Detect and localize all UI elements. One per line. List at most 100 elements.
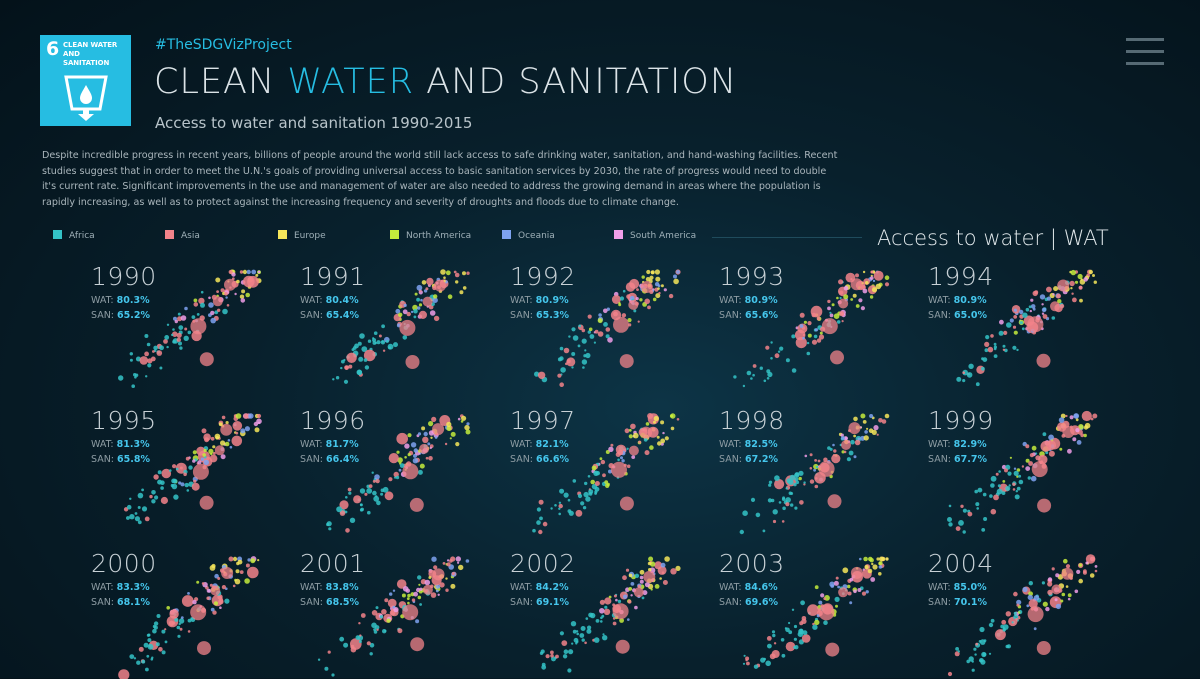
scatter-point <box>1021 465 1025 468</box>
year-panel[interactable]: 1990 WAT: 80.3% SAN: 65.2% <box>91 262 291 392</box>
scatter-point <box>563 649 569 654</box>
hamburger-menu-icon[interactable] <box>1126 38 1164 66</box>
panel-year: 1990 <box>91 262 157 291</box>
stat-value: 67.2% <box>745 454 779 465</box>
scatter-point <box>236 279 240 284</box>
scatter-point <box>433 294 438 299</box>
scatter-point <box>600 620 603 623</box>
legend-item-south-america[interactable]: South America <box>614 230 696 241</box>
legend-item-europe[interactable]: Europe <box>278 230 326 241</box>
stat-label: SAN: <box>928 310 955 321</box>
scatter-point <box>876 557 880 561</box>
year-panel[interactable]: 1993 WAT: 80.9% SAN: 65.6% <box>719 262 919 392</box>
scatter-point <box>615 452 621 457</box>
year-panel[interactable]: 1991 WAT: 80.4% SAN: 65.4% <box>300 262 500 392</box>
year-panel[interactable]: 1997 WAT: 82.1% SAN: 66.6% <box>510 406 710 536</box>
scatter-point <box>232 584 236 588</box>
panel-san-stat: SAN: 69.6% <box>719 597 778 608</box>
scatter-point <box>1051 584 1062 595</box>
scatter-point <box>129 497 132 500</box>
legend-item-oceania[interactable]: Oceania <box>502 230 555 241</box>
scatter-point <box>1047 577 1053 582</box>
legend-item-africa[interactable]: Africa <box>53 230 95 241</box>
scatter-point <box>139 356 149 365</box>
scatter-point <box>190 318 207 335</box>
scatter-point <box>378 334 382 338</box>
scatter-point <box>837 585 840 589</box>
stat-value: 66.6% <box>536 454 570 465</box>
scatter-point <box>622 575 627 581</box>
scatter-point <box>832 443 835 447</box>
scatter-plot <box>947 554 1098 677</box>
scatter-point <box>850 566 863 579</box>
scatter-point <box>873 270 884 281</box>
scatter-point <box>981 528 986 532</box>
scatter-point <box>430 436 433 439</box>
year-panel[interactable]: 2004 WAT: 85.0% SAN: 70.1% <box>928 549 1128 679</box>
scatter-point <box>242 269 248 275</box>
scatter-point <box>1051 316 1056 320</box>
scatter-point <box>204 437 210 443</box>
scatter-point <box>1067 593 1072 598</box>
scatter-point <box>138 646 144 652</box>
scatter-point <box>799 621 804 626</box>
scatter-point <box>771 650 780 658</box>
scatter-point <box>414 292 418 296</box>
scatter-point <box>742 510 748 516</box>
scatter-point <box>455 280 459 284</box>
scatter-point <box>1075 428 1080 433</box>
year-panel[interactable]: 1999 WAT: 82.9% SAN: 67.7% <box>928 406 1128 536</box>
year-panel[interactable]: 2002 WAT: 84.2% SAN: 69.1% <box>510 549 710 679</box>
scatter-point <box>673 274 677 279</box>
year-panel[interactable]: 2000 WAT: 83.3% SAN: 68.1% <box>91 549 291 679</box>
scatter-point <box>957 650 960 653</box>
scatter-point <box>867 568 873 574</box>
stat-value: 80.9% <box>535 295 569 306</box>
year-panel[interactable]: 1992 WAT: 80.9% SAN: 65.3% <box>510 262 710 392</box>
scatter-point <box>150 658 154 661</box>
scatter-point <box>1067 448 1072 454</box>
legend-item-north-america[interactable]: North America <box>390 230 471 241</box>
scatter-point <box>1056 293 1061 299</box>
year-panel[interactable]: 1994 WAT: 80.9% SAN: 65.0% <box>928 262 1128 392</box>
scatter-point <box>597 318 603 324</box>
scatter-point <box>545 654 550 659</box>
year-panel[interactable]: 1996 WAT: 81.7% SAN: 66.4% <box>300 406 500 536</box>
stat-value: 80.4% <box>325 295 359 306</box>
scatter-point <box>595 619 600 623</box>
scatter-point <box>1046 440 1057 451</box>
scatter-point <box>554 504 557 507</box>
scatter-point <box>451 572 455 576</box>
scatter-point <box>752 364 757 368</box>
year-panel[interactable]: 1998 WAT: 82.5% SAN: 67.2% <box>719 406 919 536</box>
scatter-point <box>994 629 1006 641</box>
year-panel[interactable]: 1995 WAT: 81.3% SAN: 65.8% <box>91 406 291 536</box>
panel-wat-stat: WAT: 85.0% <box>928 582 987 593</box>
scatter-point <box>975 502 980 507</box>
scatter-point <box>843 294 849 300</box>
scatter-point <box>1070 269 1076 276</box>
scatter-point <box>841 320 844 323</box>
scatter-point <box>190 604 207 621</box>
year-panel[interactable]: 2001 WAT: 83.8% SAN: 68.5% <box>300 549 500 679</box>
scatter-point <box>444 442 448 446</box>
scatter-point <box>853 455 857 459</box>
scatter-point <box>366 488 373 494</box>
year-panel[interactable]: 2003 WAT: 84.6% SAN: 69.6% <box>719 549 919 679</box>
scatter-point <box>187 618 192 623</box>
scatter-point <box>870 270 874 274</box>
scatter-point <box>1042 601 1048 607</box>
scatter-point <box>634 573 640 578</box>
metric-title[interactable]: Access to water | WAT <box>877 226 1109 250</box>
scatter-point <box>359 488 366 494</box>
legend-item-asia[interactable]: Asia <box>165 230 200 241</box>
scatter-point <box>220 423 233 436</box>
scatter-point <box>212 610 217 615</box>
scatter-point <box>643 570 656 583</box>
scatter-point <box>1072 437 1077 442</box>
stat-value: 83.8% <box>325 582 359 593</box>
scatter-point <box>793 624 798 629</box>
scatter-point <box>579 633 585 638</box>
scatter-point <box>567 509 572 513</box>
scatter-point <box>251 269 257 275</box>
